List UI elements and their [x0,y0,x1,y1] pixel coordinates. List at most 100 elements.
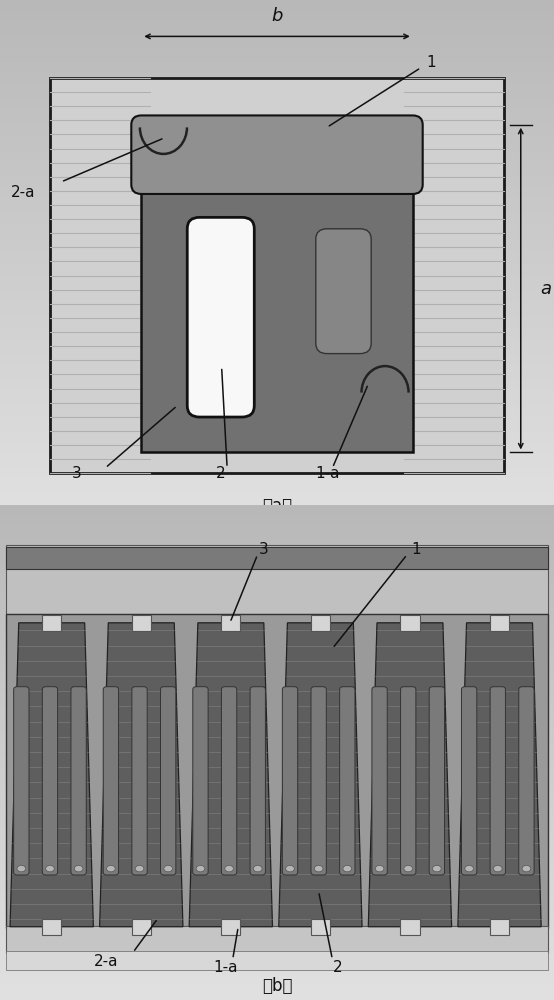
Bar [0,473,554,478]
Text: 3: 3 [259,542,269,557]
Bar [0,114,554,120]
Bar [0,955,554,960]
Ellipse shape [343,865,352,872]
Bar [0,856,554,861]
Text: 1-a: 1-a [316,466,340,481]
Bar [0,458,554,463]
Bar [0,936,554,941]
Bar [0,713,554,718]
Bar [0,411,554,416]
Bar [0,594,554,599]
Text: 1-a: 1-a [213,960,238,975]
Bar [0,146,554,151]
Bar [0,88,554,94]
Bar [0,599,554,604]
Bar [0,26,554,31]
Bar [0,619,554,624]
Bar [0,728,554,733]
Text: a: a [540,280,551,298]
Bar [0,406,554,411]
Ellipse shape [164,865,172,872]
Bar [0,52,554,57]
Bar [311,919,330,935]
Bar [0,140,554,146]
Bar [0,515,554,520]
FancyBboxPatch shape [311,687,326,875]
Bar [0,975,554,980]
Bar [0,198,554,203]
Bar [0,166,554,172]
Bar [0,649,554,654]
FancyBboxPatch shape [429,687,444,875]
Bar [0,203,554,208]
Bar [0,177,554,182]
Bar [0,614,554,619]
Bar [132,615,151,631]
Ellipse shape [253,865,262,872]
Bar [0,21,554,26]
Bar [0,343,554,348]
Bar [0,390,554,395]
Bar [0,837,554,842]
Polygon shape [279,623,362,927]
Bar [0,348,554,354]
Bar [0,31,554,36]
Ellipse shape [135,865,144,872]
Bar [0,698,554,703]
Bar [0,151,554,156]
Bar [0,861,554,866]
Bar [0,281,554,286]
Bar [0,767,554,772]
Bar [0,842,554,847]
Bar [0,609,554,614]
Bar [0,748,554,752]
Bar [0,255,554,260]
Bar [0,812,554,817]
FancyBboxPatch shape [42,687,58,875]
Bar [0,921,554,926]
Bar [0,931,554,936]
Text: 2: 2 [216,466,225,481]
Bar [0,494,554,499]
Bar [0,395,554,400]
Bar [0,499,554,504]
Bar [0,239,554,244]
Bar [0,78,554,83]
Bar [0,906,554,911]
Bar [0,400,554,406]
Bar [0,192,554,198]
Bar [0,36,554,42]
Bar [0,708,554,713]
Bar [0,822,554,827]
Bar [0,182,554,187]
Bar [0,426,554,432]
Bar [0,896,554,901]
Bar [221,615,240,631]
Ellipse shape [17,865,25,872]
Bar [6,950,548,970]
Bar [0,634,554,639]
FancyBboxPatch shape [187,217,254,417]
Bar [0,437,554,442]
Text: （b）: （b） [261,977,293,995]
Bar [490,615,509,631]
Bar [0,307,554,312]
Bar [0,135,554,140]
Bar [0,317,554,322]
Bar [0,208,554,213]
Bar [0,94,554,99]
Bar [0,743,554,748]
Bar [0,296,554,302]
Bar [0,960,554,965]
FancyBboxPatch shape [222,687,237,875]
Bar [0,550,554,554]
Bar [0,852,554,856]
FancyBboxPatch shape [14,687,29,875]
Bar [0,629,554,634]
Bar [0,866,554,871]
Bar [0,654,554,658]
Bar [0,354,554,359]
Polygon shape [10,623,94,927]
FancyBboxPatch shape [316,229,371,354]
Bar [0,817,554,822]
